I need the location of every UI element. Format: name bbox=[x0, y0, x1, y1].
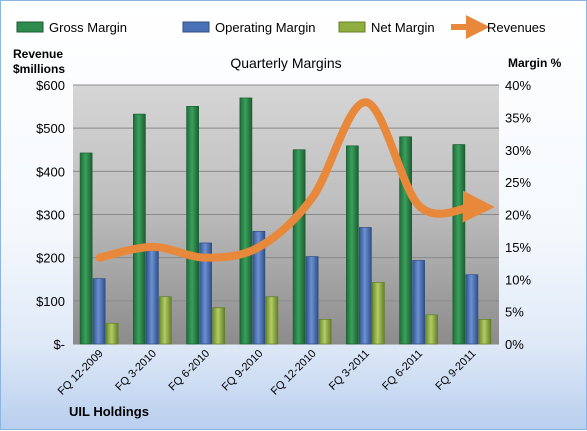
right-axis-ticks: 0% 5% 10% 15% 20% 25% 30% 35% 40% bbox=[505, 78, 531, 352]
legend-swatch-net-margin bbox=[338, 21, 366, 33]
revenue-line bbox=[95, 98, 495, 262]
legend-label-revenues: Revenues bbox=[487, 20, 546, 35]
category-label: FQ 6-2010 bbox=[167, 348, 213, 394]
right-tick-label: 30% bbox=[505, 143, 531, 158]
operating-margin-bar bbox=[359, 227, 372, 345]
legend-item-operating-margin[interactable]: Operating Margin bbox=[182, 20, 315, 35]
right-tick-label: 5% bbox=[505, 305, 524, 320]
chart-title: Quarterly Margins bbox=[230, 55, 341, 71]
category-label: FQ 12-2010 bbox=[269, 348, 319, 398]
left-axis-ticks: $- $100 $200 $300 $400 $500 $600 bbox=[36, 78, 65, 352]
right-tick-label: 35% bbox=[505, 110, 531, 125]
operating-margin-bar bbox=[199, 242, 212, 345]
left-tick-label: $600 bbox=[36, 78, 65, 93]
left-axis-label-line1: Revenue bbox=[13, 47, 63, 61]
right-tick-label: 20% bbox=[505, 208, 531, 223]
category-label: FQ 12-2009 bbox=[56, 348, 106, 398]
net-margin-bar bbox=[425, 314, 438, 345]
net-margin-bar bbox=[212, 307, 225, 345]
net-margin-bar bbox=[265, 296, 279, 345]
legend: Gross Margin Operating Margin Net Margin… bbox=[16, 15, 546, 39]
gross-margin-bar bbox=[186, 106, 199, 345]
left-tick-label: $- bbox=[53, 337, 65, 352]
gross-margin-bar bbox=[239, 97, 253, 345]
category-label: FQ 6-2011 bbox=[380, 348, 425, 393]
right-tick-label: 10% bbox=[505, 272, 531, 287]
operating-margin-bar bbox=[146, 246, 159, 345]
legend-item-revenues[interactable]: Revenues bbox=[451, 15, 546, 39]
right-tick-label: 40% bbox=[505, 78, 531, 93]
legend-label-net-margin: Net Margin bbox=[371, 20, 435, 35]
operating-margin-bar bbox=[465, 274, 479, 345]
left-tick-label: $100 bbox=[36, 294, 65, 309]
legend-swatch-operating-margin bbox=[182, 21, 210, 33]
legend-label-gross-margin: Gross Margin bbox=[49, 20, 127, 35]
legend-label-operating-margin: Operating Margin bbox=[215, 20, 315, 35]
operating-margin-bar bbox=[252, 230, 266, 345]
left-tick-label: $400 bbox=[36, 164, 65, 179]
category-label: FQ 3-2011 bbox=[327, 348, 372, 393]
net-margin-bar bbox=[105, 322, 119, 345]
gross-margin-bar bbox=[452, 144, 466, 345]
revenue-line-layer bbox=[95, 98, 495, 262]
right-tick-label: 0% bbox=[505, 337, 524, 352]
operating-margin-bar bbox=[412, 260, 425, 345]
category-label: FQ 9-2011 bbox=[433, 348, 478, 393]
left-tick-label: $200 bbox=[36, 251, 65, 266]
gross-margin-bar bbox=[292, 149, 306, 345]
operating-margin-bar bbox=[92, 278, 106, 345]
left-axis-label-line2: $millions bbox=[13, 62, 65, 76]
legend-item-gross-margin[interactable]: Gross Margin bbox=[16, 20, 127, 35]
legend-item-net-margin[interactable]: Net Margin bbox=[338, 20, 435, 35]
category-label: FQ 9-2010 bbox=[220, 348, 266, 394]
net-margin-bar bbox=[159, 296, 172, 345]
company-name: UIL Holdings bbox=[69, 404, 149, 419]
net-margin-bar bbox=[478, 319, 492, 345]
right-axis-label: Margin % bbox=[508, 56, 562, 70]
left-tick-label: $500 bbox=[36, 121, 65, 136]
gross-margin-bar bbox=[133, 113, 146, 345]
right-tick-label: 25% bbox=[505, 175, 531, 190]
gross-margin-bar bbox=[346, 145, 359, 345]
net-margin-bar bbox=[318, 319, 332, 345]
left-tick-label: $300 bbox=[36, 208, 65, 223]
operating-margin-bar bbox=[305, 256, 319, 345]
category-label: FQ 3-2010 bbox=[113, 348, 159, 394]
net-margin-bar bbox=[372, 282, 385, 345]
legend-swatch-gross-margin bbox=[16, 21, 44, 33]
bars bbox=[79, 97, 492, 345]
right-tick-label: 15% bbox=[505, 240, 531, 255]
gross-margin-bar bbox=[79, 152, 93, 345]
category-labels: FQ 12-2009 FQ 3-2010 FQ 6-2010 FQ 9-2010 FQ … bbox=[56, 348, 479, 398]
